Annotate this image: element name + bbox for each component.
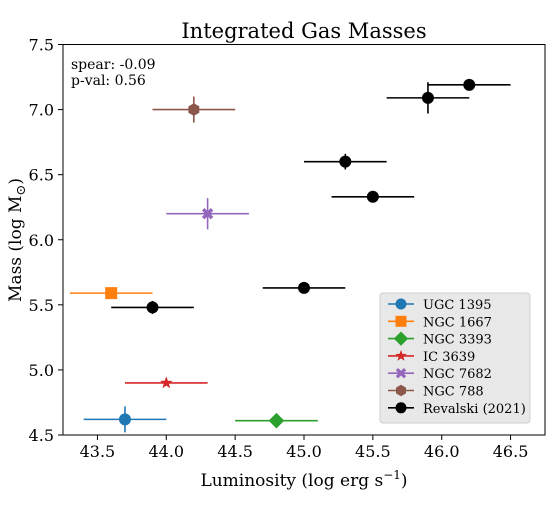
y-tick-label: 6.0 — [29, 231, 54, 250]
legend-entry: NGC 1667 — [388, 315, 492, 330]
spearman-label: spear: -0.09 — [71, 57, 156, 73]
data-point — [201, 208, 214, 220]
y-axis-label-main: Mass (log M — [6, 196, 26, 302]
y-axis: 4.5 5.0 5.5 6.0 6.5 7.0 7.5 — [29, 36, 63, 445]
x-axis-label-main: Luminosity (log erg s — [200, 471, 383, 491]
legend-entry: NGC 7682 — [388, 367, 492, 382]
legend-label: NGC 788 — [423, 385, 484, 400]
legend-entry: IC 3639 — [388, 349, 475, 365]
data-point — [118, 413, 131, 426]
y-tick-label: 6.5 — [29, 166, 54, 185]
data-point — [268, 412, 285, 429]
legend-marker — [396, 384, 406, 397]
series-5 — [152, 96, 236, 123]
legend-entry: UGC 1395 — [388, 298, 492, 313]
x-tick-label: 45.5 — [355, 442, 391, 461]
legend-entry: NGC 3393 — [388, 331, 492, 348]
data-point — [366, 190, 379, 203]
y-tick-label: 7.0 — [29, 101, 54, 120]
legend-box — [379, 292, 531, 424]
x-tick-label: 45.0 — [286, 442, 322, 461]
p-value-label: p-val: 0.56 — [71, 73, 146, 89]
series-1 — [69, 287, 153, 300]
x-tick-label: 44.0 — [148, 442, 184, 461]
data-point — [188, 103, 200, 116]
y-tick-label: 5.5 — [29, 296, 54, 315]
x-axis-label-exponent: −1 — [383, 468, 401, 482]
legend-marker — [395, 298, 407, 310]
legend-label: IC 3639 — [423, 350, 475, 365]
x-tick-label: 43.5 — [80, 442, 116, 461]
data-point — [146, 301, 159, 314]
y-tick-label: 5.0 — [29, 361, 54, 380]
y-axis-label-suffix: ) — [6, 178, 26, 185]
series-3 — [124, 376, 208, 389]
chart-title: Integrated Gas Masses — [181, 19, 426, 43]
series-6 — [111, 78, 511, 314]
x-tick-label: 46.0 — [424, 442, 460, 461]
data-point — [160, 376, 173, 389]
legend-marker — [395, 367, 407, 379]
x-axis-label: Luminosity (log erg s−1) — [200, 468, 407, 491]
x-tick-label: 44.5 — [217, 442, 253, 461]
data-point — [298, 281, 310, 294]
legend-label: Revalski (2021) — [423, 402, 526, 417]
x-axis: 43.5 44.0 44.5 45.0 45.5 46.0 46.5 — [80, 435, 529, 461]
series-0 — [83, 406, 167, 433]
y-tick-label: 7.5 — [29, 36, 54, 55]
legend-marker — [395, 349, 407, 361]
data-point — [339, 155, 352, 168]
legend-label: UGC 1395 — [423, 298, 492, 313]
legend-marker — [395, 315, 407, 327]
legend-entry: NGC 788 — [388, 385, 484, 400]
legend-marker — [393, 331, 409, 346]
legend-label: NGC 3393 — [423, 333, 492, 348]
legend-marker — [395, 402, 407, 414]
series-2 — [235, 412, 318, 429]
x-tick-label: 46.5 — [493, 442, 529, 461]
legend-label: NGC 7682 — [423, 367, 492, 382]
legend-entry: Revalski (2021) — [388, 402, 526, 417]
y-tick-label: 4.5 — [29, 426, 54, 445]
data-point — [105, 287, 118, 300]
legend-label: NGC 1667 — [423, 315, 492, 330]
legend: UGC 1395 NGC 1667 NGC 3393 IC 3639 NGC 7682 N… — [379, 292, 531, 424]
y-axis-label: Mass (log M⊙) — [6, 178, 29, 302]
data-point — [421, 91, 434, 104]
data-point — [463, 78, 476, 91]
x-axis-label-suffix: ) — [401, 471, 408, 491]
y-axis-label-subscript: ⊙ — [14, 185, 29, 196]
series-4 — [166, 198, 249, 230]
